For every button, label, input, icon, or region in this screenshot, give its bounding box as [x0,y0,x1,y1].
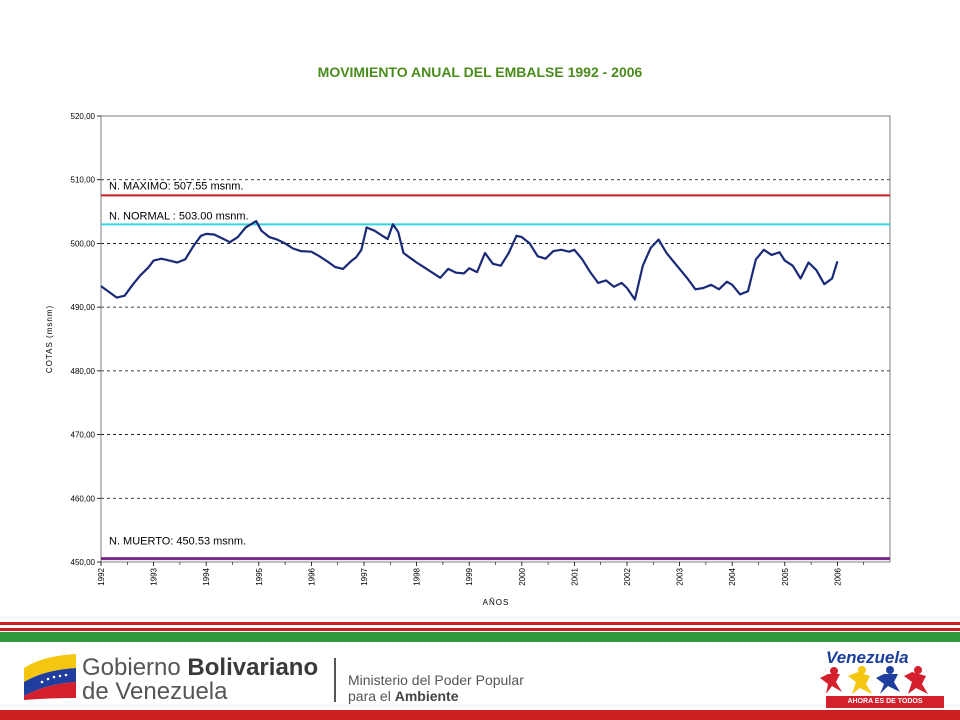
footer-stripe-white [0,625,960,627]
footer-stripe-red [0,622,960,625]
x-tick-label: 1998 [413,567,422,585]
y-tick-label: 500,00 [71,239,96,248]
x-tick-label: 2006 [833,567,842,585]
y-tick-label: 480,00 [71,367,96,376]
y-tick-label: 510,00 [71,176,96,185]
footer-bottom-stripe [0,710,960,720]
x-tick-label: 1993 [150,567,159,585]
x-tick-label: 1995 [255,567,264,585]
series-line-cota [100,220,839,301]
people-figures-icon [820,666,928,694]
reference-lines: N. MAXIMO: 507.55 msnm. N. NORMAL : 503.0… [101,180,890,561]
x-tick-label: 1996 [307,567,316,585]
x-tick-label: 1992 [97,567,106,585]
footer-divider [334,658,336,702]
footer-banner: Gobierno Bolivariano de Venezuela Minist… [0,642,960,710]
reference-line-label: N. MUERTO: 450.53 msnm. [109,536,246,548]
slogan-banner: AHORA ES DE TODOS [826,696,944,708]
reference-line-label: N. NORMAL : 503.00 msnm. [109,210,249,222]
reservoir-level-chart: N. MAXIMO: 507.55 msnm. N. NORMAL : 503.0… [45,112,891,607]
y-axis-title: COTAS (msnm) [45,305,54,373]
government-name-line2: de Venezuela [82,678,228,705]
chart-title: MOVIMIENTO ANUAL DEL EMBALSE 1992 - 2006 [317,64,643,80]
x-axis-ticks: 1992 1993 1994 1995 1996 1997 1998 1999 2000 2001… [97,562,865,586]
venezuela-flag-logo-icon [24,654,76,700]
x-axis-title: AÑOS [483,598,510,607]
x-tick-label: 2002 [623,567,632,585]
government-name-line1: Gobierno Bolivariano [82,654,319,681]
x-tick-label: 2001 [570,567,579,585]
y-tick-label: 460,00 [71,494,96,503]
footer-stripe-red-lower [0,628,960,631]
y-tick-label: 490,00 [71,303,96,312]
x-tick-label: 2003 [676,567,685,585]
reference-line-label: N. MAXIMO: 507.55 msnm. [109,180,243,192]
y-tick-label: 450,00 [71,558,96,567]
grid-lines [101,179,890,499]
y-tick-label: 470,00 [71,431,96,440]
x-tick-label: 2000 [518,567,527,585]
venezuela-logo-word: Venezuela [826,648,909,667]
y-tick-label: 520,00 [71,112,96,121]
x-tick-label: 2004 [728,567,737,585]
y-axis-ticks: 450,00 460,00 470,00 480,00 490,00 500,00 510,… [71,112,101,567]
x-tick-label: 2005 [781,567,790,585]
x-tick-label: 1999 [465,567,474,585]
venezuela-ahora-es-de-todos-logo: Venezuela AHORA ES DE TODOS [818,646,944,710]
x-tick-label: 1997 [360,567,369,585]
ministry-name-line2: para el Ambiente [348,688,459,704]
x-tick-label: 1994 [202,567,211,585]
ministry-name-line1: Ministerio del Poder Popular [348,672,524,688]
series-layer [100,220,839,301]
footer-stripe-green [0,632,960,642]
